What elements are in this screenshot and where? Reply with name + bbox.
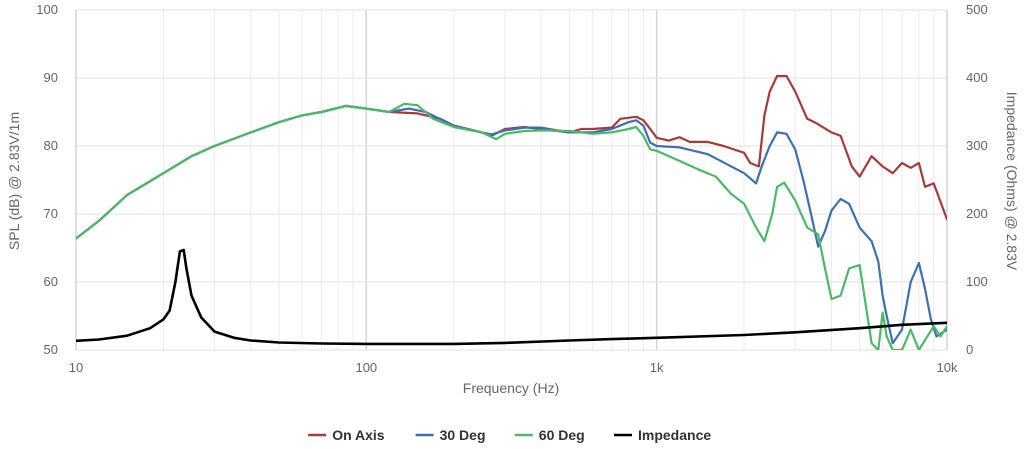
y2-tick-label: 100 — [966, 274, 988, 289]
y-tick-label: 60 — [44, 274, 58, 289]
series-line-30-deg — [76, 104, 947, 345]
y-tick-label: 100 — [36, 2, 58, 17]
legend-item-60-deg[interactable]: 60 Deg — [514, 427, 585, 443]
left-axis-ticks: 50 60 70 80 90 100 — [36, 2, 58, 357]
y2-tick-label: 500 — [966, 2, 988, 17]
legend-label: On Axis — [332, 427, 385, 443]
right-axis-ticks: 0 100 200 300 400 500 — [966, 2, 988, 357]
x-axis-ticks: 10 100 1k 10k — [69, 360, 958, 375]
legend-item-impedance[interactable]: Impedance — [614, 427, 711, 443]
legend-label: 60 Deg — [539, 427, 585, 443]
y-tick-label: 50 — [44, 342, 58, 357]
x-axis-title: Frequency (Hz) — [463, 380, 559, 396]
y2-tick-label: 0 — [966, 342, 973, 357]
legend-item-on-axis[interactable]: On Axis — [308, 427, 385, 443]
legend-label: Impedance — [638, 427, 711, 443]
series-lines — [76, 74, 947, 350]
y-axis-title: SPL (dB) @ 2.83V/1m — [6, 112, 22, 250]
major-gridlines — [75, 9, 948, 351]
x-tick-label: 10k — [937, 360, 958, 375]
legend-label: 30 Deg — [440, 427, 486, 443]
series-line-60-deg — [76, 102, 947, 350]
minor-gridlines — [162, 10, 935, 350]
x-tick-label: 100 — [355, 360, 377, 375]
y2-tick-label: 200 — [966, 206, 988, 221]
x-tick-label: 10 — [69, 360, 83, 375]
x-tick-label: 1k — [650, 360, 664, 375]
y2-tick-label: 400 — [966, 70, 988, 85]
series-line-impedance — [76, 248, 947, 346]
legend: On Axis 30 Deg 60 Deg Impedance — [308, 427, 711, 443]
legend-item-30-deg[interactable]: 30 Deg — [415, 427, 486, 443]
y-tick-label: 70 — [44, 206, 58, 221]
y2-tick-label: 300 — [966, 138, 988, 153]
y-tick-label: 80 — [44, 138, 58, 153]
y-tick-label: 90 — [44, 70, 58, 85]
y2-axis-title: Impedance (Ohms) @ 2.83V — [1004, 92, 1020, 271]
